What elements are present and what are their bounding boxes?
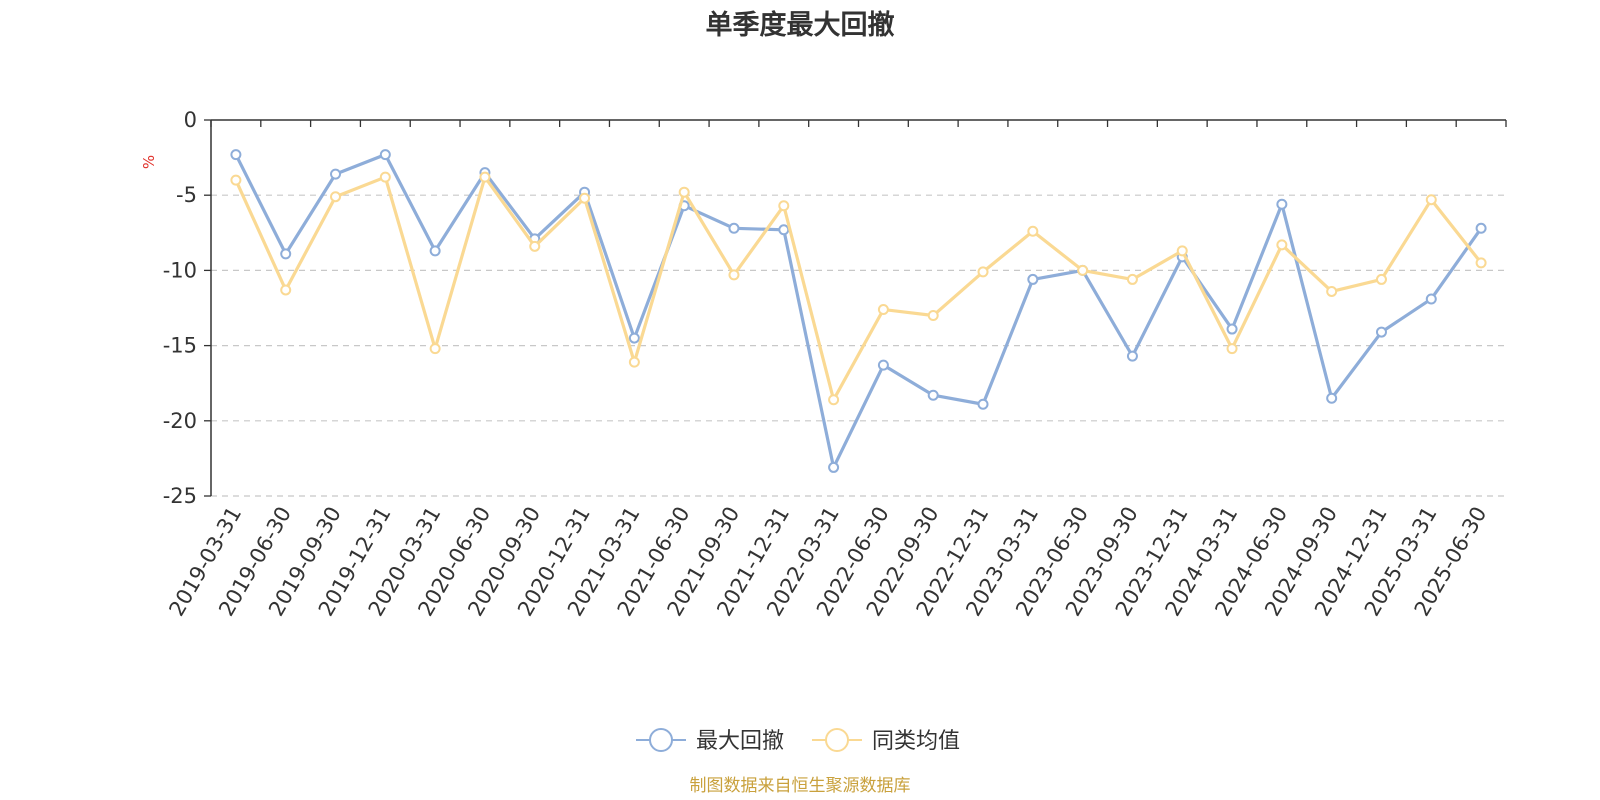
data-point xyxy=(778,200,790,212)
data-point xyxy=(828,461,840,473)
legend-label: 最大回撤 xyxy=(696,729,784,754)
data-point xyxy=(1126,273,1138,285)
data-point xyxy=(1375,273,1387,285)
y-tick-label: -10 xyxy=(163,258,197,282)
source-note: 制图数据来自恒生聚源数据库 xyxy=(690,776,911,796)
data-point xyxy=(1475,222,1487,234)
y-tick-label: -25 xyxy=(163,484,197,508)
data-point xyxy=(280,248,292,260)
series-line xyxy=(234,175,1483,402)
data-point xyxy=(379,171,391,183)
data-point xyxy=(529,240,541,252)
data-point xyxy=(1027,225,1039,237)
y-tick-label: -20 xyxy=(163,409,197,433)
data-point xyxy=(1475,257,1487,269)
data-point xyxy=(877,359,889,371)
data-point xyxy=(429,245,441,257)
data-point xyxy=(1276,198,1288,210)
data-point xyxy=(828,394,840,406)
data-point xyxy=(778,224,790,236)
series-line xyxy=(234,152,1483,470)
y-tick-label: -15 xyxy=(163,334,197,358)
data-point xyxy=(1375,326,1387,338)
data-point xyxy=(579,192,591,204)
legend-item[interactable]: 最大回撤 xyxy=(636,728,784,754)
legend[interactable]: 最大回撤 同类均值 xyxy=(636,728,960,754)
data-point xyxy=(1077,264,1089,276)
series-2 xyxy=(230,171,1487,406)
data-point xyxy=(1425,194,1437,206)
data-point xyxy=(1226,343,1238,355)
data-point xyxy=(1226,323,1238,335)
data-point xyxy=(927,389,939,401)
data-point xyxy=(280,284,292,296)
legend-label: 同类均值 xyxy=(872,729,960,754)
data-point xyxy=(728,222,740,234)
series-1 xyxy=(230,149,1487,473)
data-point xyxy=(877,304,889,316)
data-point xyxy=(1176,245,1188,257)
data-point xyxy=(927,310,939,322)
data-point xyxy=(678,186,690,198)
data-point xyxy=(1126,350,1138,362)
y-axis-label: % xyxy=(140,155,158,169)
data-point xyxy=(628,332,640,344)
data-point xyxy=(728,269,740,281)
data-point xyxy=(330,168,342,180)
y-tick-label: -5 xyxy=(176,183,197,207)
data-point xyxy=(977,266,989,278)
legend-item[interactable]: 同类均值 xyxy=(812,728,960,754)
data-point xyxy=(479,171,491,183)
data-point xyxy=(977,398,989,410)
legend-marker xyxy=(825,728,849,752)
y-tick-label: 0 xyxy=(184,108,197,132)
data-point xyxy=(1425,293,1437,305)
data-point xyxy=(429,343,441,355)
data-point xyxy=(379,149,391,161)
data-point xyxy=(1027,273,1039,285)
data-point xyxy=(230,174,242,186)
data-point xyxy=(230,149,242,161)
series-lines xyxy=(230,149,1487,473)
data-point xyxy=(1326,392,1338,404)
data-point xyxy=(1326,285,1338,297)
data-point xyxy=(1276,239,1288,251)
grid-lines xyxy=(211,194,1506,497)
data-point xyxy=(628,356,640,368)
chart-title: 单季度最大回撤 xyxy=(706,9,895,41)
legend-marker xyxy=(649,728,673,752)
data-point xyxy=(330,191,342,203)
